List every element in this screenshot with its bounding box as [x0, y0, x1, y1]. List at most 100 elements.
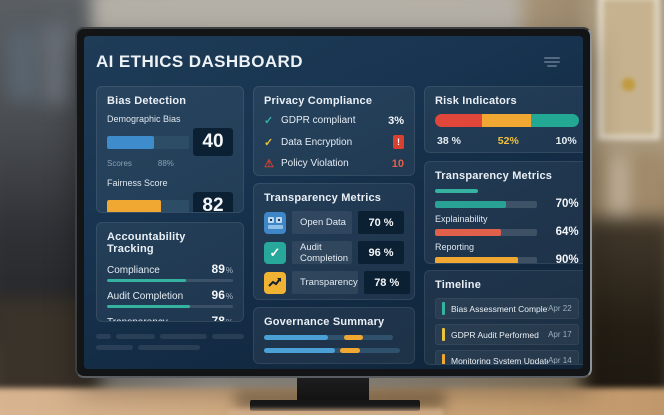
background-picture-frame — [598, 0, 660, 140]
risk-label: 52% — [497, 135, 519, 147]
progress-track — [435, 256, 537, 263]
accountability-row: Transparency 78% — [107, 314, 233, 322]
background-binder — [44, 24, 70, 104]
metric-row: Open Data 70 % — [264, 211, 404, 234]
accountability-row: Audit Completion 96% — [107, 288, 233, 308]
progress-fill — [107, 279, 187, 282]
panel-transparency-metrics-right: Transparency Metrics 70% Explainability — [424, 161, 583, 264]
panel-transparency-metrics-mid: Transparency Metrics Open Data 70 % ✓ Au… — [253, 183, 415, 300]
metric-sublabel: Scores — [107, 159, 132, 168]
progress-fill — [107, 135, 154, 149]
progress-fill — [107, 305, 191, 308]
open-data-icon — [264, 211, 286, 234]
column-right: Risk Indicators 38 % 52% 10% — [424, 86, 583, 365]
skeleton-bar — [96, 345, 133, 350]
metric-value: 40 — [193, 128, 233, 156]
metric-row: ✓ Audit Completion 96 % — [264, 241, 404, 264]
panel-privacy-compliance: Privacy Compliance ✓ GDPR compliant 3% ✓… — [253, 86, 415, 176]
metric-label: Fairness Score — [107, 178, 168, 188]
event-label: Bias Assessment Completed — [451, 303, 548, 314]
metric-row: Transparency 78 % — [264, 271, 410, 294]
monitor-bezel: AI ETHICS DASHBOARD Bias Detection Demog… — [75, 27, 592, 378]
risk-segment-teal — [531, 114, 579, 127]
skeleton-bar — [212, 334, 244, 339]
dashboard-header: AI ETHICS DASHBOARD — [96, 46, 571, 78]
bar-segment-orange — [343, 335, 364, 340]
metric-fairness-score: Fairness Score 82 Score — [107, 178, 233, 212]
risk-label: 10% — [555, 135, 577, 147]
row-value: 70% — [555, 198, 579, 210]
skeleton-bar — [160, 334, 208, 339]
mini-bar — [435, 189, 479, 193]
bar-segment-blue — [264, 348, 335, 353]
panel-accountability-tracking: Accountability Tracking Compliance 89% — [96, 222, 244, 322]
progress-track — [435, 228, 537, 236]
event-color-bar — [442, 354, 445, 364]
alert-badge: ! — [393, 135, 404, 149]
row-value: 89% — [211, 262, 233, 276]
panel-risk-indicators: Risk Indicators 38 % 52% 10% — [424, 86, 583, 153]
row-value: 3% — [388, 114, 404, 127]
bar-segment-orange — [340, 348, 361, 353]
risk-segmented-bar — [435, 114, 579, 127]
bar-segment-blue — [264, 335, 329, 340]
background-shelf-item — [612, 155, 626, 225]
dashboard-grid: Bias Detection Demographic Bias 40 Score… — [96, 86, 583, 365]
column-left: Bias Detection Demographic Bias 40 Score… — [96, 86, 244, 365]
row-label: Transparency — [107, 317, 168, 321]
panel-title: Privacy Compliance — [264, 95, 373, 107]
panel-title: Accountability Tracking — [107, 231, 186, 255]
background-binder — [8, 30, 38, 100]
progress-track — [107, 199, 189, 212]
row-label: Audit Completion — [107, 291, 184, 302]
progress-track — [107, 279, 233, 282]
row-value: 78 % — [363, 271, 410, 294]
progress-track — [107, 135, 189, 149]
menu-icon[interactable] — [541, 54, 563, 70]
row-value: 70 % — [358, 211, 404, 234]
warning-icon: ⚠ — [264, 158, 274, 170]
background-shadow — [582, 218, 664, 403]
risk-label: 38 % — [437, 135, 461, 147]
skeleton-bar — [138, 345, 200, 350]
page-title: AI ETHICS DASHBOARD — [96, 52, 303, 71]
progress-track — [107, 305, 233, 308]
progress-fill — [435, 256, 519, 263]
governance-bar — [264, 335, 393, 340]
metric-reporting: Reporting 90% — [435, 242, 579, 264]
metric-subvalue: 88% — [157, 159, 174, 168]
skeleton-bar — [115, 334, 156, 339]
progress-fill — [435, 200, 507, 208]
accountability-row: Compliance 89% — [107, 262, 233, 282]
trend-icon — [264, 271, 286, 294]
panel-title: Governance Summary — [264, 316, 385, 328]
row-label: Policy Violation — [281, 158, 349, 169]
monitor-stand — [297, 374, 369, 404]
panel-title: Transparency Metrics — [264, 192, 382, 204]
row-value: 64% — [555, 226, 579, 238]
panel-bias-detection: Bias Detection Demographic Bias 40 Score… — [96, 86, 244, 213]
row-label: Open Data — [292, 211, 352, 234]
row-label: Reporting — [435, 242, 475, 252]
privacy-row: ⚠ Policy Violation 10 — [264, 157, 404, 171]
row-value: 78% — [211, 314, 233, 322]
metric-label: Demographic Bias — [107, 114, 181, 124]
check-icon: ✓ — [264, 136, 274, 149]
event-color-bar — [442, 302, 445, 315]
panel-title: Bias Detection — [107, 95, 187, 107]
panel-timeline: Timeline Bias Assessment Completed Apr 2… — [424, 270, 583, 365]
row-value: 90% — [555, 254, 579, 264]
progress-fill — [435, 228, 502, 236]
panel-title: Timeline — [435, 279, 482, 291]
row-value: 10 — [391, 157, 404, 170]
row-label: Compliance — [107, 265, 160, 276]
panel-title: Transparency Metrics — [435, 170, 553, 182]
progress-track — [435, 200, 537, 208]
dashboard-screen: AI ETHICS DASHBOARD Bias Detection Demog… — [84, 36, 583, 369]
metric-explainability: Explainability 64% — [435, 214, 579, 238]
checkmark-icon: ✓ — [264, 241, 286, 264]
row-value: 96% — [211, 288, 233, 302]
metric-row: 70% — [435, 198, 579, 210]
governance-bar — [264, 348, 400, 353]
